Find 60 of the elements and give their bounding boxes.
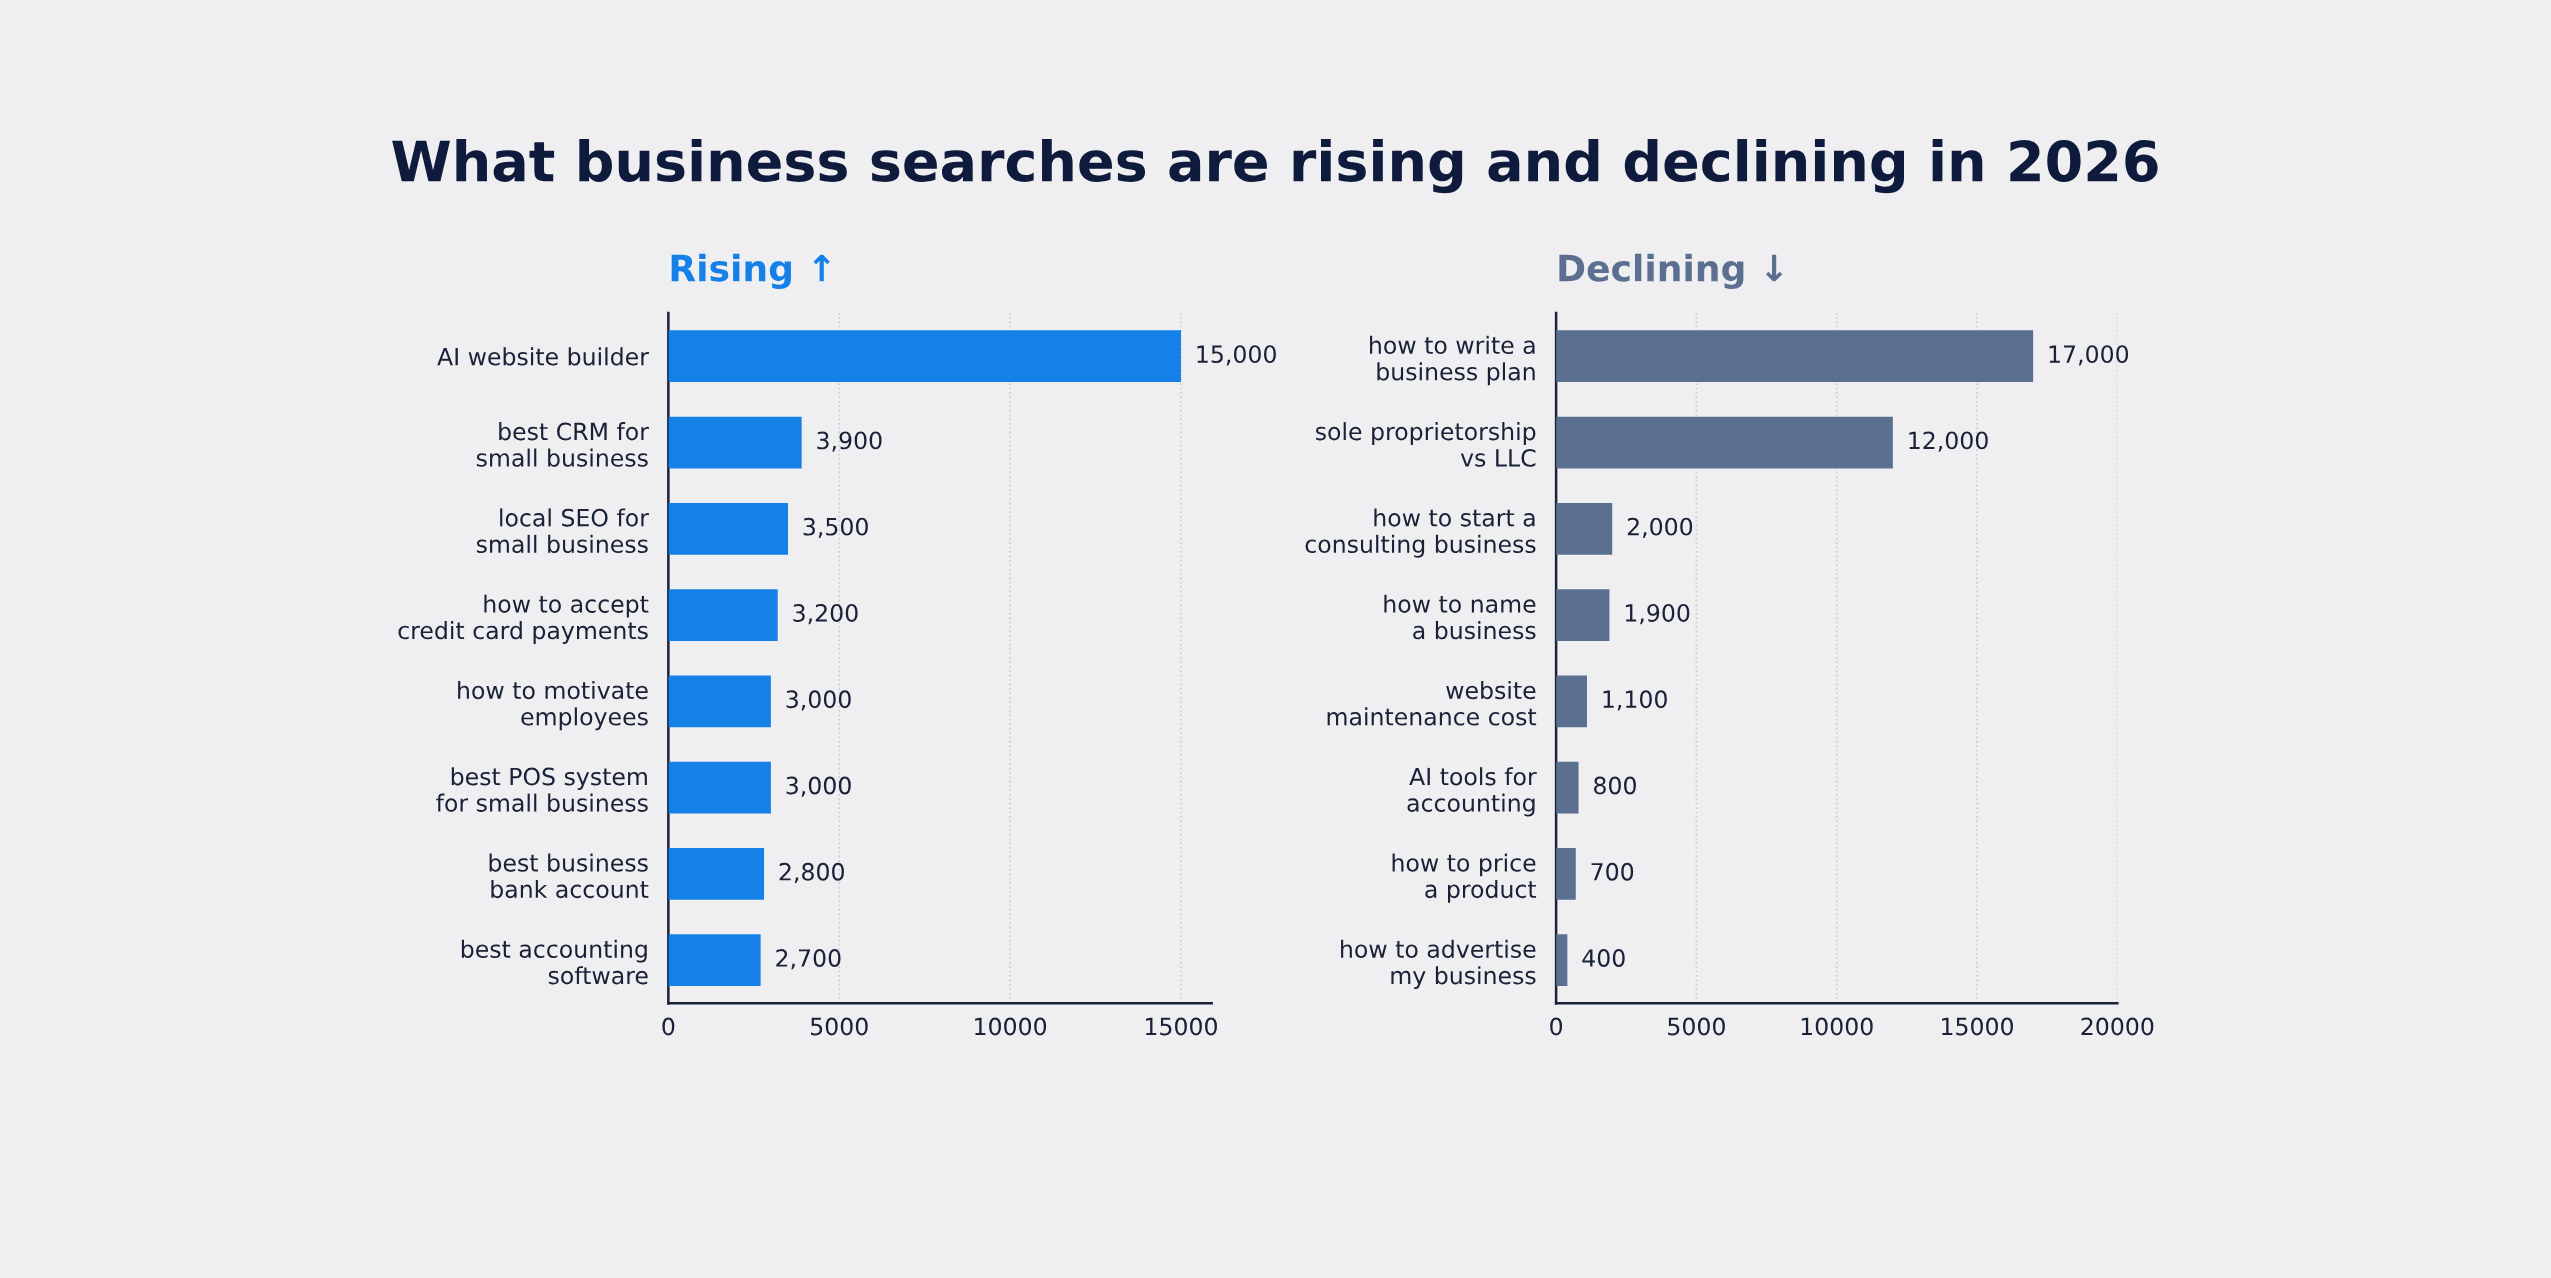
y-tick-label: how to advertise my business <box>1341 939 1536 989</box>
bar <box>668 847 765 900</box>
data-label: 2,000 <box>1627 517 1693 539</box>
y-tick-label: local SEO for small business <box>476 508 649 554</box>
x-tick-label: 0 <box>662 1017 675 1036</box>
bar <box>668 589 778 641</box>
y-tick-label: how to motivate employees <box>458 680 648 731</box>
bar <box>1556 416 1893 469</box>
data-label: 800 <box>1594 776 1636 795</box>
bar <box>1556 589 1610 641</box>
bar <box>668 330 1181 383</box>
y-tick-label: AI tools for accounting <box>1407 767 1537 817</box>
bar <box>1556 675 1587 728</box>
data-label: 3,200 <box>793 604 858 625</box>
bar <box>1556 934 1568 986</box>
data-label: 700 <box>1591 862 1634 881</box>
data-label: 17,000 <box>2049 345 2129 366</box>
bar <box>1556 330 2034 383</box>
x-tick-label: 0 <box>1550 1017 1563 1036</box>
data-label: 1,100 <box>1603 690 1667 711</box>
data-label: 1,900 <box>1625 604 1690 625</box>
chart-subtitle: Declining ↓ <box>1559 253 1783 289</box>
data-label: 3,500 <box>803 517 868 539</box>
bar <box>1556 761 1579 814</box>
data-label: 3,900 <box>817 431 882 452</box>
bar <box>668 416 802 469</box>
x-tick-label: 5000 <box>811 1017 868 1036</box>
y-tick-label: how to accept credit card payments <box>398 594 649 644</box>
x-tick-label: 20000 <box>2081 1017 2154 1036</box>
bar <box>668 675 771 728</box>
bar <box>668 502 788 555</box>
y-tick-label: best POS system for small business <box>436 767 648 812</box>
y-tick-label: AI website builder <box>437 347 649 366</box>
data-label: 2,700 <box>776 949 841 970</box>
y-tick-label: how to write a business plan <box>1370 335 1535 386</box>
data-label: 3,000 <box>786 690 851 711</box>
y-tick-label: how to name a business <box>1384 594 1536 640</box>
y-tick-label: how to price a product <box>1392 853 1537 903</box>
y-tick-label: website maintenance cost <box>1327 680 1537 726</box>
data-label: 12,000 <box>1909 431 1988 452</box>
x-tick-label: 15000 <box>1146 1017 1217 1036</box>
y-tick-label: how to start a consulting business <box>1305 508 1536 558</box>
y-tick-label: best CRM for small business <box>476 422 649 467</box>
y-tick-label: sole proprietorship vs LLC <box>1315 422 1536 467</box>
x-tick-label: 15000 <box>1942 1017 2014 1036</box>
bar <box>668 934 761 986</box>
bar <box>668 761 771 814</box>
data-label: 3,000 <box>786 776 851 797</box>
bar <box>1556 847 1576 900</box>
data-label: 15,000 <box>1197 345 1276 366</box>
bar <box>1556 502 1613 555</box>
chart-title: What business searches are rising and declining in 2026 <box>392 139 2158 194</box>
x-tick-label: 10000 <box>1801 1017 1873 1036</box>
data-label: 2,800 <box>779 862 844 884</box>
chart-subtitle: Rising ↑ <box>671 253 830 289</box>
y-tick-label: best business bank account <box>489 853 649 899</box>
x-tick-label: 10000 <box>975 1017 1047 1036</box>
data-label: 400 <box>1582 949 1625 967</box>
y-tick-label: best accounting software <box>461 939 648 985</box>
x-tick-label: 5000 <box>1668 1017 1725 1036</box>
